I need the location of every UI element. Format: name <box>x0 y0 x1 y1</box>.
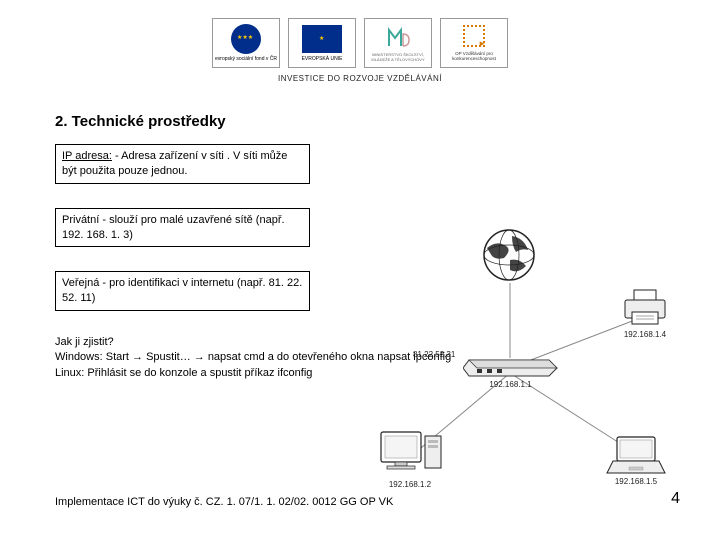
network-diagram: 81.22.52.31 192.168.1.1 192.168.1.4 <box>335 228 685 488</box>
box-private: Privátní - slouží pro malé uzavřené sítě… <box>55 208 310 248</box>
laptop-icon: 192.168.1.5 <box>605 433 667 486</box>
logo-msmt: MINISTERSTVO ŠKOLSTVÍ, MLÁDEŽE A TĚLOVÝC… <box>364 18 432 68</box>
page-number: 4 <box>671 490 680 508</box>
box-public: Veřejná - pro identifikaci v internetu (… <box>55 271 310 311</box>
footer-text: Implementace ICT do výuky č. CZ. 1. 07/1… <box>55 496 393 508</box>
invest-tagline: INVESTICE DO ROZVOJE VZDĚLÁVÁNÍ <box>0 74 720 83</box>
logo-esf: evropský sociální fond v ČR <box>212 18 280 68</box>
router-ip-top: 81.22.52.31 <box>413 350 455 359</box>
pc-icon: 192.168.1.2 <box>375 428 445 489</box>
router-icon: 81.22.52.31 192.168.1.1 <box>463 350 558 389</box>
router-ip-bottom: 192.168.1.1 <box>463 380 558 389</box>
laptop-ip: 192.168.1.5 <box>605 477 667 486</box>
printer-ip: 192.168.1.4 <box>620 330 670 339</box>
printer-icon: 192.168.1.4 <box>620 288 670 339</box>
ip-lead: IP adresa: <box>62 150 112 162</box>
box-ip-adresa: IP adresa: - Adresa zařízení v síti . V … <box>55 144 310 184</box>
section-title: 2. Technické prostředky <box>55 113 680 130</box>
globe-icon <box>482 228 536 282</box>
logo-op: OP Vzdělávání pro konkurenceschopnost <box>440 18 508 68</box>
footer: Implementace ICT do výuky č. CZ. 1. 07/1… <box>55 490 680 508</box>
pc-ip: 192.168.1.2 <box>375 480 445 489</box>
header-logos: evropský sociální fond v ČR EVROPSKÁ UNI… <box>0 0 720 68</box>
logo-eu: EVROPSKÁ UNIE <box>288 18 356 68</box>
